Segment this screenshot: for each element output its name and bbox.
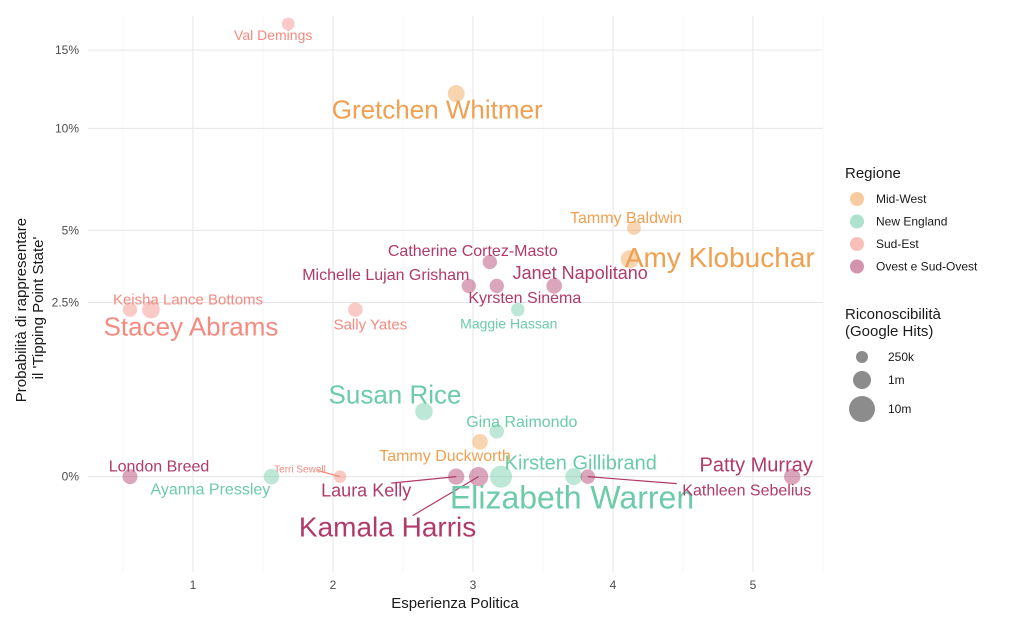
point-label: Ayanna Pressley [151,482,271,499]
data-point [784,468,801,485]
point-label: Elizabeth Warren [450,480,694,516]
x-tick-label: 4 [610,578,617,592]
y-tick-label: 5% [62,223,80,237]
data-point [511,302,525,317]
point-label: Susan Rice [329,379,462,409]
point-label: Maggie Hassan [460,316,557,332]
data-point [281,17,295,31]
legend-size-keys: 250k 1m 10m [849,350,915,422]
point-label: London Breed [109,459,210,476]
legend-size-label: 10m [888,402,911,416]
x-axis-title: Esperienza Politica [391,595,519,612]
legend-color-label: Sud-Est [876,237,919,251]
y-axis-title-line-1: Probabilità di rappresentare [13,218,30,402]
y-tick-label: 10% [55,121,79,135]
point-label: Sally Yates [334,317,408,334]
data-point [461,278,476,294]
legend-color-swatch [850,237,864,251]
point-label: Kathleen Sebelius [682,483,811,500]
legend-size-label: 1m [888,373,905,387]
point-label: Val Demings [234,27,312,43]
legend-size-title: Riconoscibilità (Google Hits) [845,306,945,340]
point-label-leader [412,476,479,517]
point-label: Laura Kelly [321,481,411,501]
legend: Regione Mid-West New England Sud-Est Ovest … [845,165,978,422]
point-label: Kirsten Gillibrand [505,453,657,475]
data-point [546,278,562,294]
point-label: Catherine Cortez-Masto [388,243,558,260]
legend-color-label: New England [876,215,947,229]
point-label: Stacey Abrams [104,312,279,342]
point-label: Michelle Lujan Grisham [302,267,469,284]
data-point [565,468,583,486]
point-label: Keisha Lance Bottoms [113,292,263,309]
point-label: Tammy Baldwin [570,210,682,227]
y-axis-ticks: 0% 2.5% 5% 10% 15% [52,43,80,483]
x-tick-label: 5 [750,578,757,592]
data-point [580,469,596,484]
legend-size-swatch [856,351,868,363]
y-tick-label: 0% [62,470,80,484]
y-tick-label: 2.5% [52,296,80,310]
legend-color-swatch [850,214,864,229]
data-point [122,302,138,317]
legend-color-label: Ovest e Sud-Ovest [876,260,978,274]
x-axis-ticks: 1 2 3 4 5 [190,578,757,592]
point-label-leader [587,476,677,485]
legend-size-title-line-2: (Google Hits) [845,323,933,340]
legend-size-swatch [853,371,871,389]
point-label: Gretchen Whitmer [332,95,543,125]
data-point [489,465,513,488]
y-tick-label: 15% [55,43,79,57]
legend-color-swatch [850,192,864,206]
x-tick-label: 2 [330,578,337,592]
data-point [263,468,280,485]
legend-size-label: 250k [888,350,915,364]
data-point [482,254,497,270]
point-label: Amy Klobuchar [625,242,815,273]
point-label: Kamala Harris [299,512,476,543]
data-point [447,85,465,103]
data-point [627,221,641,235]
x-tick-label: 3 [470,578,477,592]
legend-size-title-line-1: Riconoscibilità [845,306,942,323]
point-label: Gina Raimondo [466,414,577,431]
data-point [489,278,504,294]
point-label-leader [391,476,457,484]
point-labels: Val Demings Gretchen Whitmer Tammy Baldwin… [104,27,815,543]
legend-color-title: Regione [845,165,901,182]
point-label: Patty Murray [700,455,813,477]
legend-color-keys: Mid-West New England Sud-Est Ovest e Sud-Ov… [850,192,978,274]
data-point [142,300,160,319]
data-point [472,434,488,450]
data-point [620,250,639,269]
data-point [489,423,505,439]
point-label: Tammy Duckworth [379,448,511,465]
point-label: Kyrsten Sinema [468,290,581,307]
point-label: Terri Sewell [274,465,326,476]
point-label-leader [317,470,341,478]
y-axis-title-line-2: il 'Tipping Point State' [30,236,47,379]
legend-size-swatch [849,396,875,422]
data-point [348,302,363,317]
legend-color-swatch [850,259,864,274]
data-point [122,469,138,485]
y-axis-title: Probabilità di rappresentare il 'Tipping… [13,214,47,402]
data-points [122,17,801,488]
data-point [415,402,433,421]
legend-color-label: Mid-West [876,192,927,206]
point-label: Janet Napolitano [513,263,648,283]
grid-lines [88,16,824,572]
x-tick-label: 1 [190,578,197,592]
